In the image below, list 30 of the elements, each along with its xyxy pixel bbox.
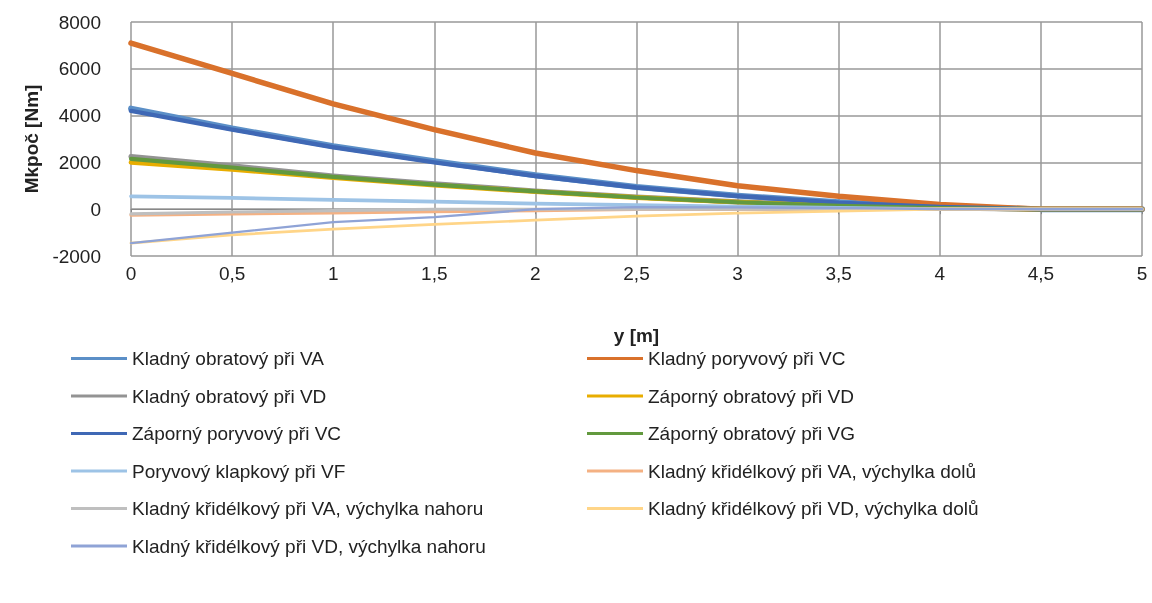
legend-label: Kladný křidélkový při VA, výchylka nahoru <box>132 498 484 519</box>
y-tick-label: 8000 <box>58 11 101 33</box>
legend-label: Záporný obratový při VD <box>648 385 854 407</box>
legend-label: Kladný křidélkový při VD, výchylka dolů <box>648 498 979 519</box>
legend-label: Kladný křidélkový při VA, výchylka dolů <box>648 460 977 482</box>
x-tick-label: 1,5 <box>421 263 448 284</box>
x-tick-label: 3,5 <box>825 263 852 284</box>
x-tick-label: 2,5 <box>623 263 650 284</box>
x-tick-label: 4 <box>934 263 946 284</box>
legend-label: Kladný poryvový při VC <box>648 348 846 369</box>
legend-label: Kladný obratový při VD <box>132 385 327 407</box>
x-tick-label: 4,5 <box>1027 263 1055 284</box>
y-tick-label: 2000 <box>58 151 101 173</box>
legend-label: Záporný poryvový při VC <box>132 423 342 444</box>
x-tick-label: 0 <box>125 263 137 284</box>
x-tick-label: 2 <box>530 263 541 284</box>
x-tick-label: 5 <box>1136 263 1148 284</box>
legend-label: Poryvový klapkový při VF <box>132 460 346 482</box>
y-tick-label: -2000 <box>52 245 101 267</box>
y-tick-label: 6000 <box>58 58 101 80</box>
x-axis-title: y [m] <box>613 325 660 346</box>
x-tick-label: 0,5 <box>218 263 246 284</box>
x-tick-label: 3 <box>732 263 743 284</box>
legend-label: Kladný obratový při VA <box>132 348 325 369</box>
x-tick-label: 1 <box>327 263 339 284</box>
y-tick-label: 0 <box>90 198 101 220</box>
y-axis-title: Mkpoč [Nm] <box>21 84 42 194</box>
y-tick-label: 4000 <box>58 105 101 127</box>
legend-label: Kladný křidélkový při VD, výchylka nahoru <box>132 535 486 557</box>
legend-label: Záporný obratový při VG <box>648 423 855 444</box>
